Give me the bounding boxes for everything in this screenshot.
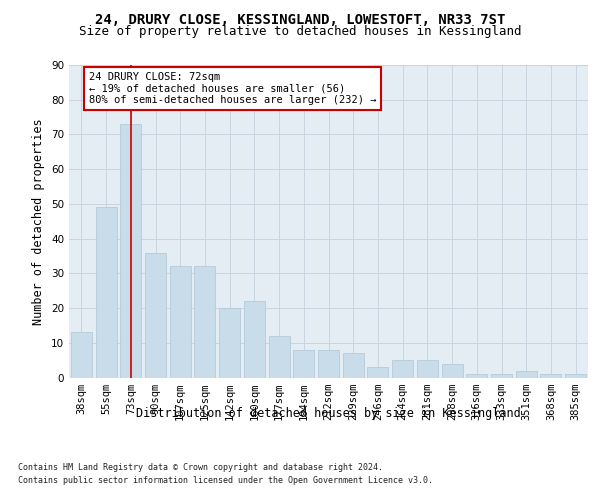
Bar xyxy=(170,266,191,378)
Bar xyxy=(120,124,141,378)
Bar xyxy=(466,374,487,378)
Bar xyxy=(367,367,388,378)
Bar xyxy=(343,353,364,378)
Bar xyxy=(442,364,463,378)
Bar xyxy=(71,332,92,378)
Text: Size of property relative to detached houses in Kessingland: Size of property relative to detached ho… xyxy=(79,25,521,38)
Bar xyxy=(95,208,116,378)
Y-axis label: Number of detached properties: Number of detached properties xyxy=(32,118,46,324)
Text: Contains public sector information licensed under the Open Government Licence v3: Contains public sector information licen… xyxy=(18,476,433,485)
Text: 24 DRURY CLOSE: 72sqm
← 19% of detached houses are smaller (56)
80% of semi-deta: 24 DRURY CLOSE: 72sqm ← 19% of detached … xyxy=(89,72,376,105)
Bar xyxy=(269,336,290,378)
Bar xyxy=(491,374,512,378)
Bar xyxy=(392,360,413,378)
Bar xyxy=(516,370,537,378)
Bar xyxy=(194,266,215,378)
Bar xyxy=(145,252,166,378)
Text: 24, DRURY CLOSE, KESSINGLAND, LOWESTOFT, NR33 7ST: 24, DRURY CLOSE, KESSINGLAND, LOWESTOFT,… xyxy=(95,12,505,26)
Bar xyxy=(219,308,240,378)
Bar xyxy=(244,301,265,378)
Bar xyxy=(541,374,562,378)
Text: Distribution of detached houses by size in Kessingland: Distribution of detached houses by size … xyxy=(136,408,521,420)
Bar xyxy=(565,374,586,378)
Bar xyxy=(417,360,438,378)
Bar xyxy=(293,350,314,378)
Text: Contains HM Land Registry data © Crown copyright and database right 2024.: Contains HM Land Registry data © Crown c… xyxy=(18,462,383,471)
Bar xyxy=(318,350,339,378)
